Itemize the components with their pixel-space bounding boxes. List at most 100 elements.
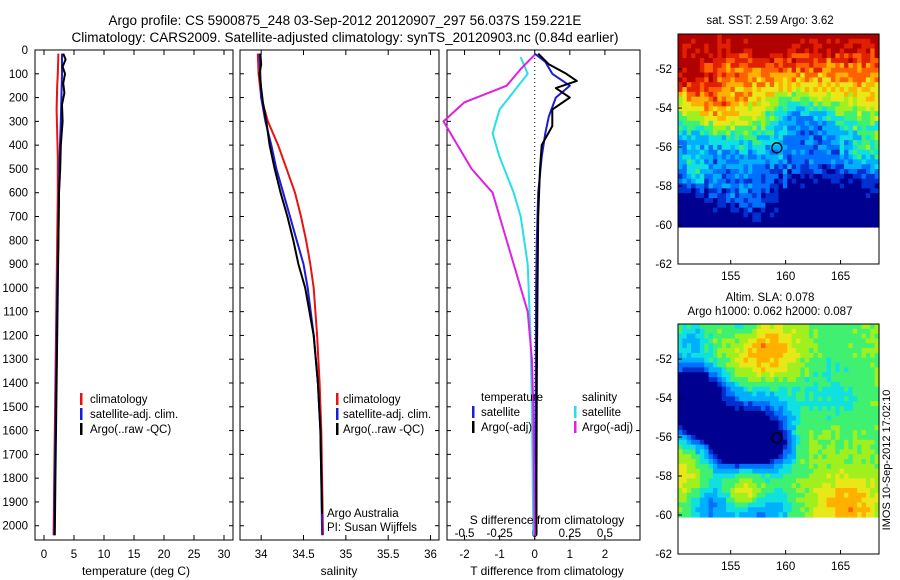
map-sla-cell xyxy=(857,425,863,431)
map-sla-cell xyxy=(765,473,771,479)
map-sla-cell xyxy=(769,367,775,373)
map-sla-cell xyxy=(686,492,692,499)
map-sla-cell xyxy=(756,391,762,397)
map-sst-cell xyxy=(774,188,780,194)
map-sst-cell xyxy=(861,62,867,69)
temperature-legend: climatology satellite-adj. clim. Argo(..… xyxy=(80,393,178,436)
map-sla-cell xyxy=(865,391,871,397)
map-sla-cell xyxy=(682,357,688,364)
map-sla-cell xyxy=(743,497,749,504)
map-sst-cell xyxy=(678,111,683,117)
map-sla-cell xyxy=(782,449,788,455)
map-sla-cell xyxy=(734,497,740,504)
map-sla-cell xyxy=(782,459,788,465)
map-sst-cell xyxy=(712,212,718,218)
map-sla-cell xyxy=(717,483,723,489)
map-sla-cell xyxy=(795,391,801,397)
map-sst-cell xyxy=(708,43,714,50)
map-sst-cell xyxy=(813,58,819,64)
map-sla-cell xyxy=(778,401,784,407)
map-sla-cell xyxy=(752,497,758,504)
map-sst-cell xyxy=(721,188,727,194)
map-sst-cell xyxy=(782,178,788,185)
map-sla-cell xyxy=(791,415,797,422)
map-sla-cell xyxy=(804,391,810,397)
map-sla-cell xyxy=(747,352,753,359)
map-sst-cell xyxy=(765,222,771,228)
map-sla-cell xyxy=(857,478,863,484)
map-sla-cell xyxy=(822,425,828,431)
map-sla-cell xyxy=(817,473,823,479)
map-sla-cell xyxy=(848,328,854,335)
salinity-xtick-label-34.5: 34.5 xyxy=(292,549,314,561)
map-sst-cell xyxy=(761,67,766,74)
map-sst-cell xyxy=(761,188,766,194)
map-sla-cell xyxy=(708,377,714,383)
map-sst-cell xyxy=(782,173,788,180)
map-sla-cell xyxy=(761,488,766,494)
map-sst-cell xyxy=(852,116,858,122)
map-sst-cell xyxy=(839,116,845,122)
map-sst-cell xyxy=(791,154,797,161)
map-sst-cell xyxy=(822,198,828,204)
map-sst-cell xyxy=(870,87,876,93)
map-sla-cell xyxy=(695,488,701,494)
map-sst-cell xyxy=(835,48,841,54)
map-sst-cell xyxy=(691,183,697,189)
map-sst-cell xyxy=(691,82,697,88)
map-sla-cell xyxy=(769,372,775,378)
map-sla-cell xyxy=(874,439,880,446)
map-sst-cell xyxy=(826,169,832,175)
salinity-legend-argo: Argo(..raw -QC) xyxy=(343,424,424,436)
map-sla-cell xyxy=(870,410,876,417)
map-sst-cell xyxy=(743,43,749,50)
map-sla-cell xyxy=(861,420,867,426)
map-sst-cell xyxy=(717,101,723,107)
map-sla-cell xyxy=(756,502,762,508)
map-sst-cell xyxy=(848,130,854,136)
map-sla-cell xyxy=(769,502,775,508)
map-sst-cell xyxy=(774,222,780,228)
map-sst-cell xyxy=(739,96,745,103)
map-sst-cell xyxy=(721,101,727,107)
map-sla-cell xyxy=(691,454,697,460)
map-sst-cell xyxy=(813,43,819,50)
map-sla-cell xyxy=(861,454,867,460)
map-sla-cell xyxy=(774,328,780,335)
map-sla-cell xyxy=(730,415,736,422)
map-sla-cell xyxy=(857,430,863,436)
map-sst-cell xyxy=(791,149,797,156)
map-sla-cell xyxy=(852,348,858,354)
map-sst-cell xyxy=(861,149,867,156)
map-sla-cell xyxy=(743,324,749,330)
map-sst-cell xyxy=(844,87,850,93)
map-sst-cell xyxy=(817,34,823,40)
map-sla-cell xyxy=(747,410,753,417)
map-sst-float-marker xyxy=(771,142,783,154)
map-sla-cell xyxy=(769,512,775,518)
map-sst-cell xyxy=(721,125,727,132)
map-sst-cell xyxy=(717,222,723,228)
map-sst-cell xyxy=(826,212,832,218)
map-sla-cell xyxy=(844,512,850,518)
map-sla-cell xyxy=(721,415,727,422)
map-sst-cell xyxy=(844,62,850,69)
map-sst-cell xyxy=(848,198,854,204)
map-sst-cell xyxy=(817,173,823,180)
map-sla-cell xyxy=(734,488,740,494)
map-sst-cell xyxy=(822,82,828,88)
map-sst-cell xyxy=(769,58,775,64)
map-sla-cell xyxy=(800,415,806,422)
map-sst-cell xyxy=(699,207,705,214)
map-sla-cell xyxy=(726,324,732,330)
map-sla-cell xyxy=(699,410,705,417)
map-sst-cell xyxy=(686,77,692,83)
map-sla-cell xyxy=(682,391,688,397)
map-sst-cell xyxy=(844,154,850,161)
map-sst-cell xyxy=(861,48,867,54)
map-sla-cell xyxy=(691,512,697,518)
map-sst-cell xyxy=(826,38,832,45)
map-sla-cell xyxy=(861,348,867,354)
map-sla-cell xyxy=(826,454,832,460)
map-sla-cell xyxy=(708,459,714,465)
